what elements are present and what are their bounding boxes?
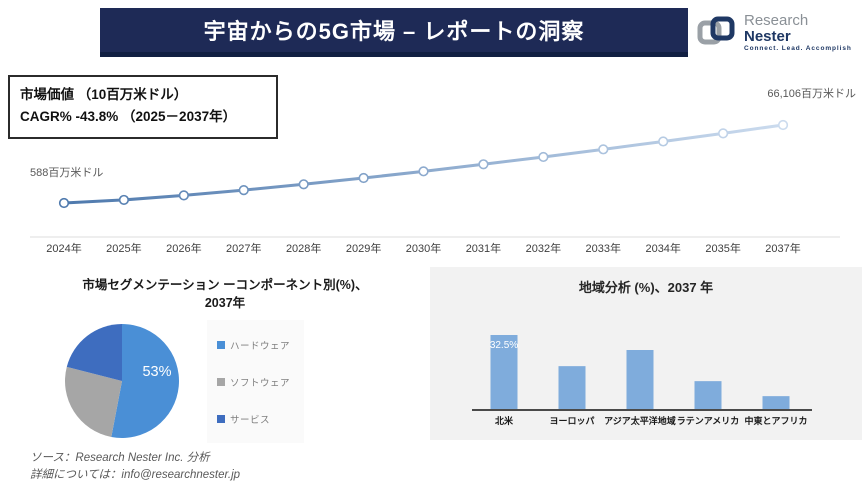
line-start-value-label: 588百万米ドル [30, 166, 103, 179]
header-banner: 宇宙からの5G市場 – レポートの洞察 [100, 8, 688, 57]
bar-2 [626, 350, 654, 410]
pie-chart-title-line1: 市場セグメンテーション ーコンポーネント別(%)、 [82, 278, 368, 292]
bar-chart-title: 地域分析 (%)、2037 年 [578, 280, 714, 295]
x-axis-tick-label: 2030年 [406, 241, 441, 255]
line-marker [178, 190, 189, 201]
pie-chart-title: 市場セグメンテーション ーコンポーネント別(%)、 2037年 [40, 276, 410, 312]
market-value-label: 市場価値 （10百万米ドル） [20, 87, 188, 102]
legend-label: サービス [230, 414, 271, 426]
bar-category-label: 北米 [495, 415, 514, 426]
x-axis-tick-label: 2033年 [586, 241, 621, 255]
line-marker [418, 166, 429, 177]
bar-category-label: ラテンアメリカ [677, 416, 740, 426]
line-marker [718, 128, 729, 139]
bar-category-label: 中東とアフリカ [744, 415, 807, 426]
line-marker [58, 197, 70, 209]
bar-4 [762, 396, 790, 410]
x-axis-tick-label: 2029年 [346, 241, 381, 255]
bar-1 [558, 366, 586, 410]
line-marker [658, 136, 669, 147]
logo-name: Research Nester [744, 13, 858, 45]
line-marker [118, 194, 130, 206]
market-value-box: 市場価値 （10百万米ドル） CAGR% -43.8% （2025－2037年） [8, 75, 278, 139]
pie-slice-2 [66, 324, 122, 381]
pie-legend: ハードウェア ソフトウェア サービス [207, 320, 304, 443]
footer: ソース：Research Nester Inc. 分析 詳細については：info… [30, 450, 240, 483]
page-title: 宇宙からの5G市場 – レポートの洞察 [203, 19, 585, 44]
x-axis-tick-label: 2027年 [226, 241, 261, 255]
line-marker [777, 119, 789, 131]
line-marker [538, 151, 549, 163]
logo-name-research: Research [744, 12, 809, 30]
logo-text: Research Nester Connect. Lead. Accomplis… [744, 13, 858, 52]
line-end-value-label: 66,106百万米ドル [767, 87, 856, 100]
cagr-label: CAGR% -43.8% （2025－2037年） [20, 109, 237, 125]
line-marker [238, 185, 249, 196]
bar-3 [694, 381, 722, 410]
regional-bar-panel: 地域分析 (%)、2037 年 北米 ヨーロッパ アジア太平洋地域 ラテンアメリカ 中東… [430, 267, 862, 440]
logo-name-nester: Nester [744, 28, 791, 46]
legend-label: ハードウェア [230, 340, 291, 352]
logo-interlocked-squares-icon [696, 14, 738, 53]
legend-item-1: ソフトウェア [217, 375, 304, 389]
legend-swatch-icon [217, 414, 225, 423]
regional-bar-svg: 北米 ヨーロッパ アジア太平洋地域 ラテンアメリカ 中東とアフリカ 32.5% [472, 335, 812, 426]
pie-data-label: 53% [142, 364, 171, 380]
research-nester-logo: Research Nester Connect. Lead. Accomplis… [696, 12, 858, 54]
x-axis-tick-label: 2024年 [46, 241, 81, 255]
segmentation-pie-svg: 53% [65, 324, 180, 438]
line-marker [478, 159, 489, 170]
legend-swatch-icon [217, 377, 225, 386]
bar-0 [490, 335, 518, 410]
bar-category-label: ヨーロッパ [549, 415, 594, 426]
line-marker [358, 172, 369, 184]
pie-slice-0 [111, 324, 180, 438]
x-axis-tick-label: 2026年 [166, 241, 201, 255]
x-axis-tick-label: 2028年 [286, 241, 321, 255]
segmentation-pie-chart: 53% [55, 320, 195, 446]
legend-item-0: ハードウェア [217, 338, 304, 352]
pie-chart-title-line2: 2037年 [204, 296, 246, 311]
x-axis-tick-label: 2025年 [106, 241, 141, 255]
line-marker [598, 144, 609, 155]
x-axis-tick-label: 2037年 [765, 241, 800, 255]
legend-item-2: サービス [217, 412, 304, 426]
x-axis-tick-label: 2031年 [466, 241, 501, 255]
bar-category-label: アジア太平洋地域 [604, 415, 676, 426]
legend-swatch-icon [217, 340, 225, 349]
line-marker [298, 179, 309, 190]
x-axis-tick-label: 2035年 [705, 241, 740, 255]
pie-slice-1 [65, 366, 122, 437]
bar-data-label: 32.5% [490, 340, 518, 351]
market-line-chart-svg: 2024年 2025年 2026年 2027年 2028年 2029年 2030年 2031年… [30, 87, 856, 255]
footer-contact: 詳細については：info@researchnester.jp [30, 468, 241, 481]
legend-label: ソフトウェア [230, 377, 291, 389]
market-line-chart: 2024年 2025年 2026年 2027年 2028年 2029年 2030年 2031年… [0, 60, 862, 260]
footer-source: ソース：Research Nester Inc. 分析 [30, 452, 210, 464]
x-axis-tick-label: 2034年 [645, 241, 680, 255]
logo-tagline: Connect. Lead. Accomplish [744, 44, 852, 52]
x-axis-tick-label: 2032年 [526, 241, 561, 255]
